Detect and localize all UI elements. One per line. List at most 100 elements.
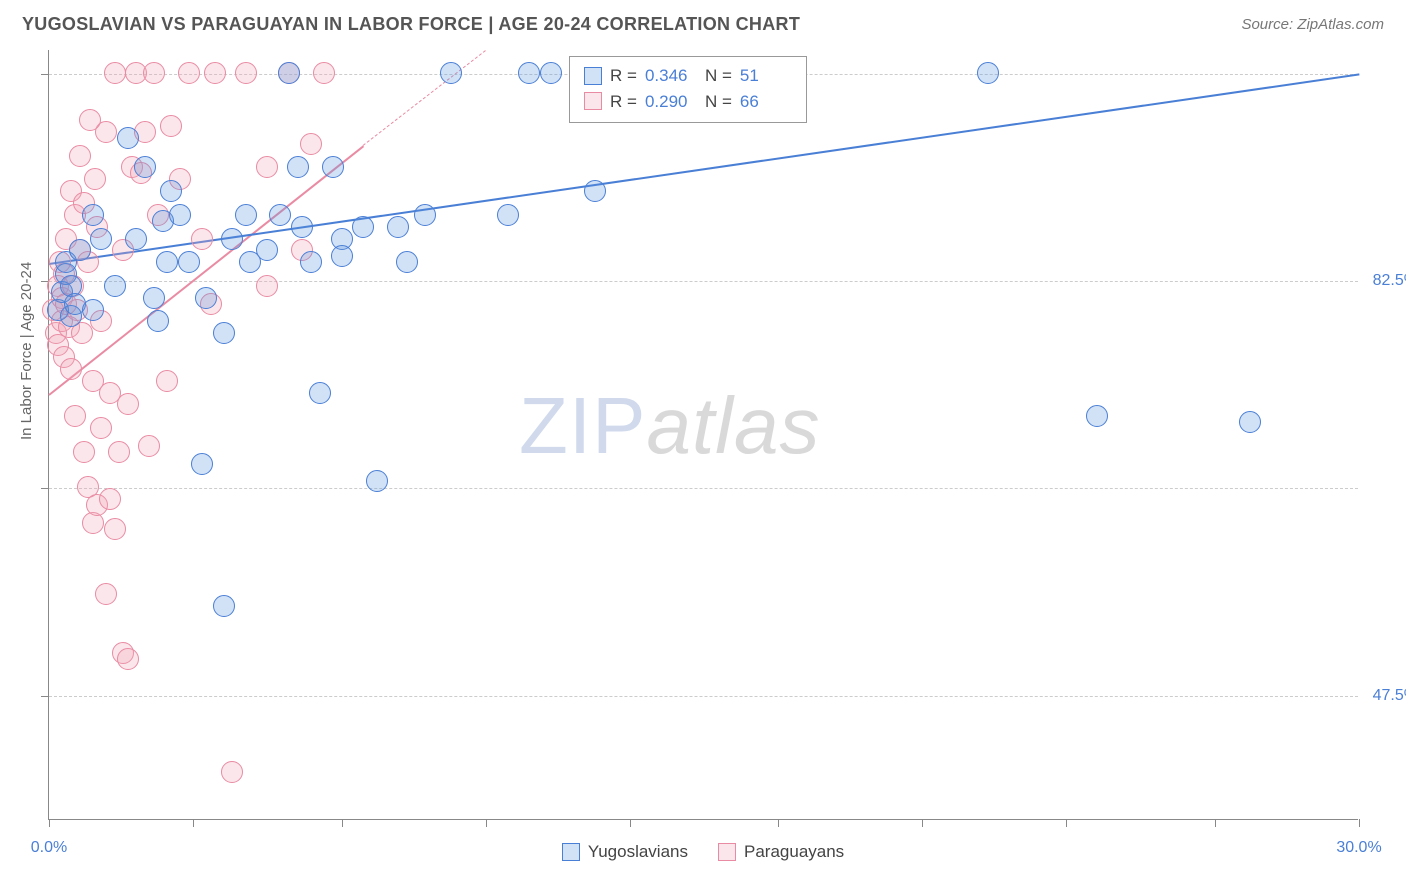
paraguayan-point <box>73 441 95 463</box>
legend-label: Yugoslavians <box>588 842 688 862</box>
yugoslavian-point <box>440 62 462 84</box>
paraguayan-point <box>204 62 226 84</box>
paraguayan-point <box>235 62 257 84</box>
yugoslavian-point <box>322 156 344 178</box>
square-icon <box>584 92 602 110</box>
y-tick-label: 82.5% <box>1363 272 1406 290</box>
series-legend: Yugoslavians Paraguayans <box>48 842 1358 862</box>
yugoslavian-point <box>540 62 562 84</box>
paraguayan-point <box>104 518 126 540</box>
square-icon <box>718 843 736 861</box>
square-icon <box>584 67 602 85</box>
paraguayan-point <box>191 228 213 250</box>
r-value-blue: 0.346 <box>645 63 697 89</box>
yugoslavian-point <box>213 322 235 344</box>
paraguayan-point <box>79 109 101 131</box>
yugoslavian-point <box>82 299 104 321</box>
legend-item-paraguayans: Paraguayans <box>718 842 844 862</box>
yugoslavian-point <box>414 204 436 226</box>
yugoslavian-point <box>309 382 331 404</box>
yugoslavian-point <box>104 275 126 297</box>
x-tick <box>342 819 343 827</box>
x-tick <box>49 819 50 827</box>
x-tick <box>778 819 779 827</box>
paraguayan-point <box>95 583 117 605</box>
paraguayan-point <box>143 62 165 84</box>
yugoslavian-point <box>134 156 156 178</box>
r-value-pink: 0.290 <box>645 89 697 115</box>
yugoslavian-point <box>69 239 91 261</box>
legend-label: Paraguayans <box>744 842 844 862</box>
yugoslavian-point <box>191 453 213 475</box>
yugoslavian-point <box>278 62 300 84</box>
yugoslavian-point <box>213 595 235 617</box>
paraguayan-point <box>104 62 126 84</box>
correlation-legend: R = 0.346 N = 51 R = 0.290 N = 66 <box>569 56 807 123</box>
yugoslavian-point <box>269 204 291 226</box>
yugoslavian-point <box>1239 411 1261 433</box>
y-axis-label: In Labor Force | Age 20-24 <box>18 262 35 440</box>
plot-area: 47.5%82.5%0.0%30.0% ZIPatlas R = 0.346 N… <box>48 50 1358 820</box>
x-tick <box>1215 819 1216 827</box>
yugoslavian-point <box>195 287 217 309</box>
n-value-pink: 66 <box>740 89 792 115</box>
yugoslavian-point <box>352 216 374 238</box>
x-tick <box>922 819 923 827</box>
x-tick <box>1359 819 1360 827</box>
paraguayan-point <box>84 168 106 190</box>
legend-row-pink: R = 0.290 N = 66 <box>584 89 792 115</box>
paraguayan-point <box>256 275 278 297</box>
yugoslavian-point <box>160 180 182 202</box>
gridline <box>49 488 1358 489</box>
yugoslavian-point <box>156 251 178 273</box>
y-tick <box>41 74 49 75</box>
yugoslavian-point <box>331 245 353 267</box>
paraguayan-point <box>99 488 121 510</box>
x-tick <box>486 819 487 827</box>
y-tick <box>41 488 49 489</box>
yugoslavian-point <box>300 251 322 273</box>
chart-title: YUGOSLAVIAN VS PARAGUAYAN IN LABOR FORCE… <box>22 14 800 35</box>
legend-row-blue: R = 0.346 N = 51 <box>584 63 792 89</box>
yugoslavian-point <box>396 251 418 273</box>
yugoslavian-point <box>291 216 313 238</box>
yugoslavian-point <box>125 228 147 250</box>
yugoslavian-point <box>235 204 257 226</box>
y-tick-label: 47.5% <box>1363 687 1406 705</box>
paraguayan-point <box>221 761 243 783</box>
source-attribution: Source: ZipAtlas.com <box>1241 16 1384 33</box>
yugoslavian-point <box>178 251 200 273</box>
yugoslavian-point <box>366 470 388 492</box>
legend-item-yugoslavians: Yugoslavians <box>562 842 688 862</box>
x-tick <box>193 819 194 827</box>
yugoslavian-point <box>82 204 104 226</box>
yugoslavian-point <box>977 62 999 84</box>
paraguayan-point <box>108 441 130 463</box>
paraguayan-point <box>313 62 335 84</box>
yugoslavian-point <box>256 239 278 261</box>
gridline <box>49 281 1358 282</box>
yugoslavian-point <box>90 228 112 250</box>
n-value-blue: 51 <box>740 63 792 89</box>
gridline <box>49 696 1358 697</box>
paraguayan-point <box>69 145 91 167</box>
paraguayan-point <box>160 115 182 137</box>
square-icon <box>562 843 580 861</box>
yugoslavian-point <box>287 156 309 178</box>
yugoslavian-point <box>497 204 519 226</box>
header-bar: YUGOSLAVIAN VS PARAGUAYAN IN LABOR FORCE… <box>0 0 1406 45</box>
paraguayan-point <box>138 435 160 457</box>
paraguayan-point <box>156 370 178 392</box>
paraguayan-point <box>178 62 200 84</box>
paraguayan-point <box>90 417 112 439</box>
paraguayan-point <box>60 358 82 380</box>
yugoslavian-point <box>387 216 409 238</box>
x-tick <box>630 819 631 827</box>
y-tick <box>41 696 49 697</box>
yugoslavian-point <box>518 62 540 84</box>
paraguayan-point <box>117 393 139 415</box>
yugoslavian-point <box>169 204 191 226</box>
yugoslavian-point <box>221 228 243 250</box>
trend-line <box>363 50 486 146</box>
paraguayan-point <box>117 648 139 670</box>
